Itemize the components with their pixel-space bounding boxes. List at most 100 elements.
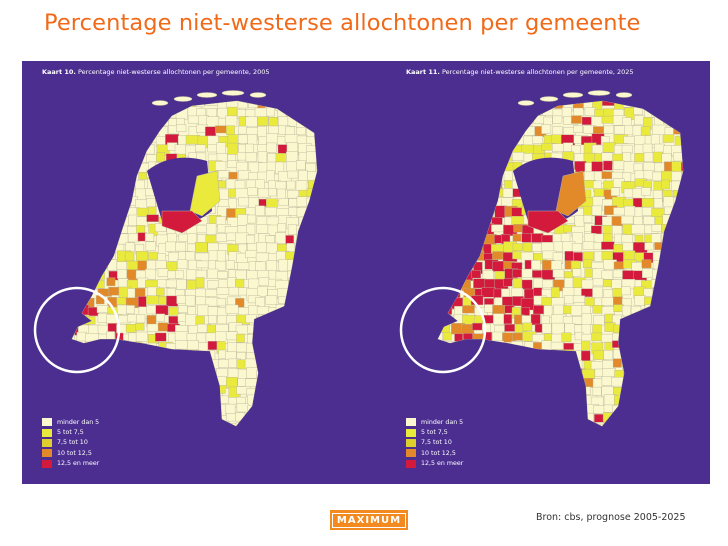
municipality (481, 287, 496, 298)
municipality (633, 394, 649, 403)
municipality (511, 387, 526, 398)
municipality (116, 107, 129, 115)
municipality (438, 151, 446, 163)
municipality (118, 413, 132, 425)
municipality (146, 305, 157, 315)
municipality (464, 199, 476, 207)
municipality (145, 279, 159, 288)
municipality (246, 414, 260, 425)
municipality (451, 179, 462, 189)
municipality (463, 241, 474, 252)
legend-swatch (42, 438, 52, 447)
legend-item: 12,5 en meer (406, 459, 463, 469)
municipality (683, 181, 694, 190)
municipality (621, 286, 631, 296)
municipality (97, 206, 109, 218)
municipality (287, 259, 299, 272)
municipality (673, 196, 683, 209)
municipality (117, 161, 127, 174)
municipality (673, 261, 683, 270)
municipality (681, 378, 683, 387)
legend-item: minder dan 5 (42, 417, 99, 427)
municipality (297, 316, 308, 327)
municipality (681, 162, 683, 172)
municipality (127, 233, 140, 243)
municipality (115, 396, 127, 408)
municipality (603, 424, 617, 426)
municipality (306, 351, 317, 362)
municipality (237, 262, 251, 271)
municipality (454, 342, 464, 355)
municipality (513, 378, 527, 390)
municipality (135, 422, 149, 426)
municipality (552, 268, 565, 278)
municipality (653, 342, 667, 353)
municipality (215, 125, 228, 134)
municipality (650, 134, 660, 145)
municipality (244, 358, 258, 369)
municipality (276, 360, 286, 372)
municipality (563, 422, 576, 426)
municipality (663, 115, 677, 124)
municipality (145, 241, 156, 251)
municipality (106, 206, 118, 218)
municipality (472, 171, 486, 182)
municipality (298, 414, 311, 426)
municipality (623, 414, 636, 424)
municipality (581, 378, 595, 388)
municipality (72, 297, 75, 310)
municipality (94, 143, 109, 153)
municipality (573, 107, 584, 117)
municipality (480, 350, 495, 361)
municipality (643, 358, 655, 368)
municipality (146, 367, 156, 379)
municipality (318, 99, 330, 107)
municipality (501, 424, 511, 426)
municipality (288, 288, 301, 301)
municipality (215, 376, 227, 386)
municipality (474, 387, 489, 400)
municipality (561, 394, 576, 406)
municipality (581, 279, 594, 291)
municipality (87, 234, 98, 243)
municipality (236, 161, 248, 172)
municipality (473, 101, 483, 109)
municipality (622, 242, 634, 252)
municipality (491, 360, 504, 371)
municipality (95, 101, 104, 108)
municipality (96, 305, 109, 313)
municipality (451, 198, 464, 211)
municipality (491, 224, 506, 233)
municipality (654, 315, 665, 328)
municipality (257, 116, 269, 126)
municipality (148, 125, 161, 134)
flevoland (189, 170, 221, 217)
municipality (613, 324, 623, 333)
municipality (87, 268, 99, 279)
municipality (155, 377, 169, 388)
municipality (653, 367, 663, 377)
municipality (75, 115, 85, 127)
municipality (572, 378, 583, 388)
municipality (592, 386, 602, 396)
municipality (642, 385, 656, 394)
municipality (581, 340, 591, 351)
municipality (512, 108, 526, 120)
municipality (285, 358, 296, 370)
municipality (473, 133, 485, 142)
municipality (316, 414, 317, 426)
municipality (473, 207, 484, 216)
municipality (664, 101, 679, 109)
municipality (96, 116, 110, 126)
municipality (255, 205, 265, 216)
municipality (532, 359, 546, 369)
municipality (278, 198, 289, 206)
municipality (542, 394, 552, 405)
municipality (278, 387, 288, 400)
municipality (613, 261, 625, 270)
municipality (484, 304, 494, 313)
municipality (523, 242, 533, 252)
municipality (662, 387, 676, 396)
municipality (72, 108, 83, 117)
municipality (257, 358, 269, 368)
